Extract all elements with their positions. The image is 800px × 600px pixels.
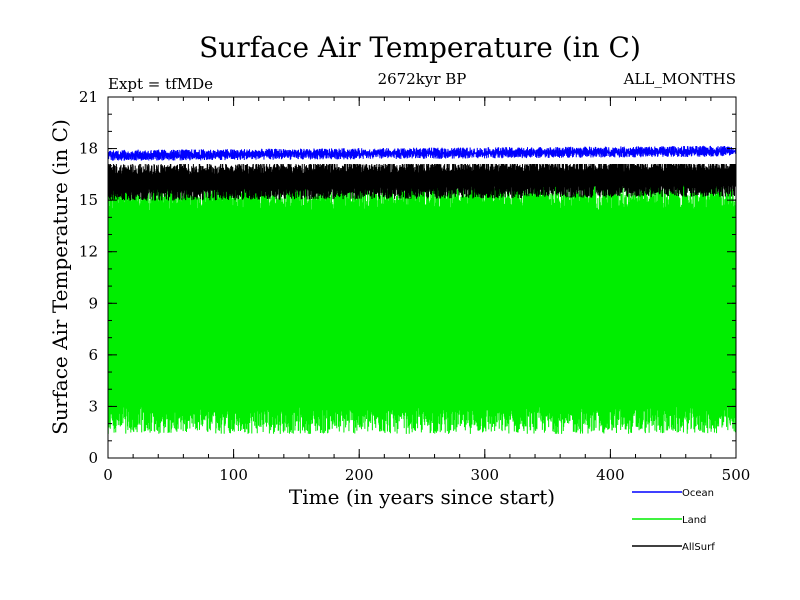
y-tick-label: 0: [88, 449, 98, 467]
series-line-allsurf: [107, 164, 737, 201]
legend-label-ocean: Ocean: [682, 488, 714, 499]
x-tick-label: 400: [596, 466, 625, 484]
y-tick-label: 3: [88, 397, 98, 415]
y-tick-label: 21: [79, 88, 98, 106]
plot-frame: [107, 96, 737, 459]
x-tick-label: 0: [103, 466, 113, 484]
chart-title: Surface Air Temperature (in C): [199, 31, 641, 64]
legend-label-land: Land: [682, 515, 706, 526]
y-tick-label: 12: [79, 243, 98, 261]
x-axis-label: Time (in years since start): [289, 485, 555, 509]
y-axis-label: Surface Air Temperature (in C): [48, 119, 72, 435]
y-tick-label: 6: [88, 346, 98, 364]
experiment-label: Expt = tfMDe: [108, 75, 213, 93]
plot-area: [107, 145, 737, 434]
y-tick-label: 18: [79, 140, 98, 158]
x-tick-label: 500: [722, 466, 751, 484]
period-label: 2672kyr BP: [378, 70, 467, 88]
legend: Ocean Land AllSurf: [632, 488, 715, 553]
legend-label-allsurf: AllSurf: [682, 542, 715, 553]
y-tick-label: 9: [88, 294, 98, 312]
x-tick-label: 200: [345, 466, 374, 484]
series-line-land: [107, 182, 737, 434]
series-line-ocean: [107, 145, 737, 161]
axis-ticks: 0 100 200 300 400 500 0 3 6 9 12 15 18 21: [79, 88, 750, 484]
y-tick-label: 15: [79, 191, 98, 209]
x-tick-label: 300: [470, 466, 499, 484]
x-tick-label: 100: [219, 466, 248, 484]
months-label: ALL_MONTHS: [623, 70, 736, 88]
